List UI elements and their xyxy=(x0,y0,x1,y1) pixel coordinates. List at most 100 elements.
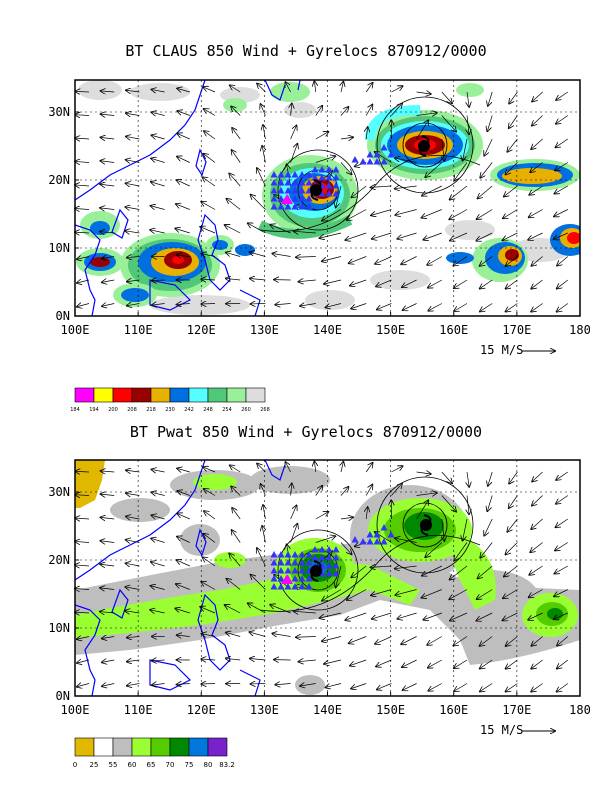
wind-vector xyxy=(531,256,543,266)
colorbar-label: 0 xyxy=(73,761,77,769)
wind-vector xyxy=(480,162,493,178)
gyre-triangle xyxy=(291,203,299,210)
wind-vector xyxy=(151,538,165,543)
wind-vector xyxy=(397,232,417,239)
colorbar-label: 65 xyxy=(147,761,156,769)
colorbar-swatch xyxy=(93,737,114,757)
wind-vector xyxy=(175,228,190,234)
gyre-triangle xyxy=(298,195,306,202)
gyre-triangle xyxy=(270,559,278,566)
wind-vector xyxy=(176,204,190,210)
gyre-triangle xyxy=(291,187,299,194)
wind-vector xyxy=(314,461,315,473)
wind-vector xyxy=(204,109,216,116)
wind-vector xyxy=(250,659,266,660)
gyre-triangle xyxy=(291,575,299,582)
wind-vector xyxy=(232,150,241,163)
wind-vector xyxy=(427,256,442,265)
wind-vector xyxy=(450,565,468,580)
gyre-triangle xyxy=(380,144,388,151)
colorbar-label: 60 xyxy=(128,761,137,769)
gyre-triangle xyxy=(318,190,326,197)
gyre-triangle xyxy=(325,562,333,569)
gyre-triangle xyxy=(332,190,340,197)
wind-vector xyxy=(126,136,140,139)
cloud-cluster-philippines xyxy=(76,211,255,307)
wind-vector xyxy=(152,89,165,92)
wind-vector xyxy=(126,113,140,115)
wind-vector xyxy=(299,660,316,662)
bottom-map-panel: 30N 20N 10N 0N 100E 110E 120E 130E 140E 150E 160E… xyxy=(48,459,591,769)
wind-vector xyxy=(340,487,348,496)
wind-vector xyxy=(126,516,140,519)
wind-vector xyxy=(503,209,518,219)
gyre-triangle xyxy=(305,203,313,210)
wind-vector xyxy=(204,534,216,543)
wind-vector xyxy=(532,471,543,482)
gyre-triangle xyxy=(380,158,388,165)
wind-vector xyxy=(201,202,216,210)
wind-vector xyxy=(100,184,115,186)
wind-vector xyxy=(203,557,216,567)
wind-vector xyxy=(263,125,265,140)
wind-vector xyxy=(341,462,343,473)
wind-vector xyxy=(152,469,165,472)
wind-vector xyxy=(315,156,335,163)
wind-vector xyxy=(201,659,216,660)
colorbar-label: 248 xyxy=(203,407,213,413)
gyre-triangle xyxy=(291,551,299,558)
wind-vector xyxy=(296,637,316,638)
wind-vector xyxy=(261,104,266,116)
gyre-triangle xyxy=(305,179,313,186)
gyre-triangle xyxy=(332,182,340,189)
wind-vector xyxy=(152,304,165,306)
wind-vector xyxy=(257,464,266,473)
wind-vector xyxy=(299,280,316,282)
wind-vector xyxy=(315,536,335,543)
wind-vector xyxy=(395,589,417,596)
colorbar-swatch xyxy=(150,737,171,757)
wind-vector xyxy=(422,589,442,598)
wind-vector xyxy=(531,138,543,149)
lon-label: 170E xyxy=(502,323,531,337)
wind-vector xyxy=(422,565,442,576)
wind-vector xyxy=(320,232,342,238)
wind-vector xyxy=(454,659,468,668)
wind-vector xyxy=(532,495,543,506)
wind-vector xyxy=(177,180,190,187)
wind-vector xyxy=(77,304,90,307)
wind-vector xyxy=(505,542,518,555)
wind-vector xyxy=(101,471,115,472)
wind-vector xyxy=(480,542,493,558)
gyre-triangle xyxy=(270,179,278,186)
wind-vector xyxy=(77,257,90,260)
wind-vector xyxy=(251,575,266,590)
wind-vector xyxy=(504,565,518,576)
gyre-triangle xyxy=(387,151,395,158)
gyre-triangle xyxy=(270,203,278,210)
wind-scale-label-top: 15 M/S xyxy=(480,343,523,357)
wind-vector xyxy=(227,579,241,590)
wind-vector xyxy=(554,232,568,239)
lat-lon-grid-bottom xyxy=(75,460,580,696)
wind-vector xyxy=(484,518,493,536)
wind-vector xyxy=(528,232,543,240)
wind-vector xyxy=(102,637,115,639)
gyre-triangle xyxy=(298,203,306,210)
lon-label: 100E xyxy=(61,703,90,717)
wind-vector xyxy=(351,185,367,197)
wind-vector xyxy=(480,636,493,646)
wind-vector xyxy=(204,511,216,520)
lat-label: 30N xyxy=(48,485,70,499)
wind-vector xyxy=(340,137,353,139)
colorbar-swatch xyxy=(74,737,95,757)
colorbar-swatch xyxy=(207,387,228,403)
wind-vector xyxy=(554,209,568,217)
wind-vector xyxy=(556,518,568,527)
wind-vector xyxy=(100,137,115,139)
lon-label: 160E xyxy=(439,703,468,717)
wind-vector xyxy=(300,304,316,307)
wind-vector xyxy=(152,112,165,115)
colorbar-swatch xyxy=(207,737,228,757)
wind-vector xyxy=(529,185,543,195)
